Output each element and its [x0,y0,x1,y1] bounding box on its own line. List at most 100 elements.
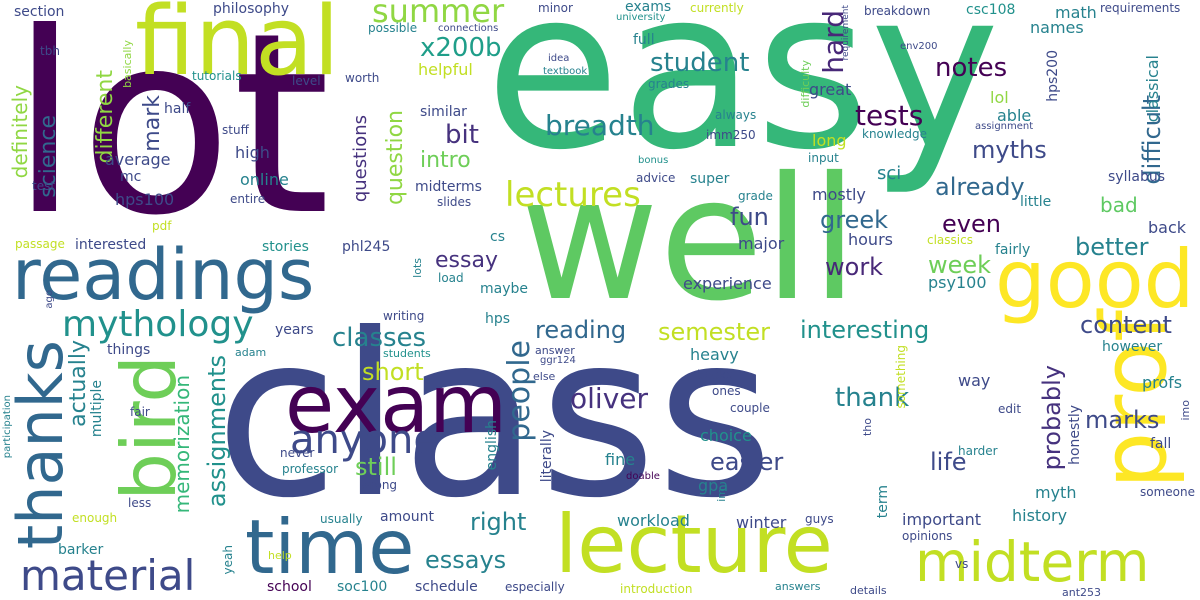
word-university: university [616,12,666,23]
word-cs: cs [490,229,505,245]
word-hps100: hps100 [115,190,175,209]
word-oliver: oliver [570,382,648,415]
word-input: input [808,151,839,165]
word-lots: lots [411,258,424,278]
word-right: right [470,508,527,536]
word-summer: summer [372,0,505,30]
word-grades: grades [648,77,690,91]
word-enough: enough [72,511,118,525]
word-thanks: thanks [4,340,77,550]
word-level: level [292,74,321,88]
word-even: even [942,210,1001,238]
word-professor: professor [282,462,339,476]
word-philosophy: philosophy [213,1,290,17]
word-ant253: ant253 [1062,586,1102,599]
word-half: half [164,101,191,117]
word-couple: couple [730,401,770,415]
word-classics: classics [927,233,973,247]
word-load: load [438,271,464,285]
word-grade: grade [738,189,773,203]
word-content: content [1080,311,1172,339]
word-full: full [633,32,655,48]
word-phl245: phl245 [342,239,391,255]
word-breakdown: breakdown [864,4,931,18]
word-memorization: memorization [170,375,194,514]
word-class: class [215,286,774,548]
word-worth: worth [345,71,380,85]
word-tho: tho [861,418,874,437]
word-assignment: assignment [975,121,1034,132]
word-barker: barker [58,542,104,558]
word-interesting: interesting [800,316,930,344]
word-short: short [362,358,424,386]
word-multiple: multiple [89,380,105,438]
word-classes: classes [332,323,427,353]
word-reading: reading [535,316,627,344]
word-answer: answer [535,344,575,357]
word-less: less [128,496,152,510]
word-tbh: tbh [40,44,60,58]
word-vs: vs [955,557,969,571]
word-term: term [875,485,891,519]
word-answers: answers [775,580,821,593]
word-participation: participation [2,395,13,459]
word-classical: classical [1143,55,1162,123]
word-always: always [715,108,757,122]
word-notes: notes [935,53,1008,83]
word-final: final [135,0,340,97]
word-able: able [997,106,1032,125]
word-schedule: schedule [415,579,478,595]
word-back: back [1148,218,1187,237]
word-choice: choice [700,426,752,445]
word-ones: ones [712,384,741,398]
word-syllabus: syllabus [1108,169,1165,185]
word-pdf: pdf [152,219,172,233]
word-fairly: fairly [995,242,1031,258]
word-gpa: gpa [698,476,729,495]
word-super: super [690,171,730,187]
word-assignments: assignments [203,355,231,508]
word-similar: similar [420,104,467,120]
word-someone: someone [1140,485,1195,499]
word-textbook: textbook [543,66,588,77]
word-hps: hps [485,311,511,327]
word-however: however [1102,339,1163,355]
word-actually: actually [66,340,91,427]
word-passage: passage [15,237,65,251]
word-readings: readings [12,234,315,316]
word-bonus: bonus [638,155,669,166]
word-lol: lol [990,88,1009,107]
word-requirement: requirement [841,5,851,61]
word-stories: stories [262,239,309,255]
word-help: help [268,549,292,562]
word-honestly: honestly [1067,405,1083,465]
word-advice: advice [636,171,676,185]
word-env200: env200 [900,41,938,52]
word-intro: intro [420,148,471,173]
word-easier: easier [710,448,784,476]
word-way: way [958,371,991,390]
word-week: week [928,251,992,279]
word-easy: easy [485,0,1000,198]
word-helpful: helpful [418,60,473,79]
word-math: math [1055,3,1097,22]
word-mc: mc [120,169,142,185]
word-harder: harder [958,444,998,458]
word-tests: tests [855,99,924,132]
word-yeah: yeah [221,545,235,575]
word-things: things [107,342,151,358]
word-greek: greek [820,206,889,234]
word-profs: profs [1142,373,1183,392]
word-marks: marks [1085,406,1160,434]
word-especially: especially [505,580,565,594]
word-doable: doable [626,471,660,482]
word-details: details [850,584,887,597]
word-well: well [520,141,859,339]
word-essays: essays [425,546,507,574]
word-experience: experience [683,274,772,293]
word-usually: usually [320,512,363,526]
word-myth: myth [1035,483,1077,502]
word-csc108: csc108 [966,2,1016,18]
word-already: already [935,173,1025,201]
